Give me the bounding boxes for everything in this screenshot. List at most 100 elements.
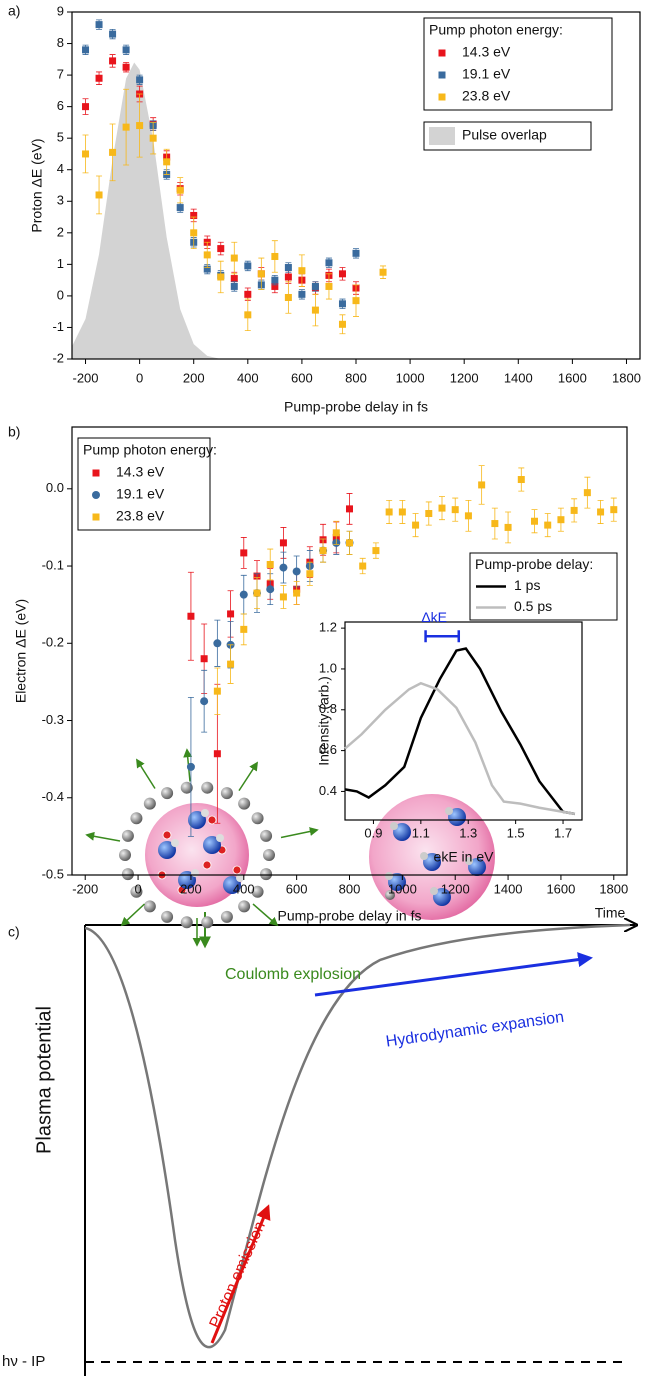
data-point bbox=[597, 508, 605, 516]
data-point bbox=[239, 590, 248, 599]
data-point bbox=[203, 251, 211, 259]
escape-arrow bbox=[280, 827, 319, 839]
molecule bbox=[188, 811, 206, 829]
x-tick-label: 1.7 bbox=[554, 825, 572, 840]
y-tick-label: 0.4 bbox=[319, 783, 337, 798]
x-tick-label: 400 bbox=[233, 881, 255, 896]
data-point bbox=[293, 589, 301, 597]
h-atom bbox=[236, 874, 244, 882]
y-tick-label: -0.4 bbox=[42, 789, 64, 804]
data-point bbox=[266, 585, 275, 594]
data-point bbox=[325, 282, 333, 290]
y-tick-label: 8 bbox=[57, 35, 64, 50]
data-point bbox=[359, 562, 367, 570]
h-atom bbox=[201, 809, 209, 817]
data-point bbox=[217, 273, 225, 281]
y-tick-label: 4 bbox=[57, 161, 64, 176]
h-atom bbox=[445, 807, 453, 815]
data-point bbox=[203, 265, 211, 273]
data-point bbox=[451, 506, 459, 514]
data-point bbox=[491, 520, 499, 528]
legend-label: Pulse overlap bbox=[462, 127, 547, 143]
data-point bbox=[517, 476, 525, 484]
y-tick-label: -0.1 bbox=[42, 557, 64, 572]
y-axis-label: Electron ΔE (eV) bbox=[13, 599, 29, 703]
electron bbox=[180, 781, 193, 794]
legend-label: 14.3 eV bbox=[116, 464, 165, 480]
x-tick-label: 800 bbox=[345, 370, 367, 385]
data-point bbox=[186, 762, 195, 771]
electron bbox=[263, 849, 275, 861]
electron bbox=[238, 797, 251, 810]
electron bbox=[180, 916, 193, 929]
h-atom bbox=[420, 852, 428, 860]
data-point bbox=[187, 612, 195, 620]
data-point bbox=[200, 697, 209, 706]
h-atom bbox=[216, 834, 224, 842]
x-tick-label: 0 bbox=[134, 881, 141, 896]
legend-title: Pump photon energy: bbox=[83, 442, 217, 458]
electron bbox=[385, 890, 395, 900]
electron bbox=[143, 797, 156, 810]
data-point bbox=[298, 290, 306, 298]
electron bbox=[201, 781, 214, 794]
legend-swatch bbox=[92, 513, 100, 521]
x-tick-label: 1000 bbox=[396, 370, 425, 385]
electron bbox=[251, 812, 264, 825]
legend-label: 19.1 eV bbox=[462, 66, 511, 82]
data-point bbox=[311, 282, 319, 290]
electron bbox=[119, 849, 131, 861]
y-tick-label: 0.8 bbox=[319, 701, 337, 716]
data-point bbox=[230, 275, 238, 283]
data-point bbox=[298, 267, 306, 275]
h-atom bbox=[465, 857, 473, 865]
y-tick-label: -2 bbox=[52, 350, 64, 365]
proton-arrow bbox=[210, 1204, 271, 1344]
electron bbox=[121, 868, 134, 881]
y-tick-label: 0 bbox=[57, 287, 64, 302]
data-point bbox=[109, 148, 117, 156]
data-point bbox=[544, 521, 552, 529]
panel-label: a) bbox=[8, 3, 20, 19]
data-point bbox=[253, 589, 261, 597]
data-point bbox=[346, 539, 353, 547]
electron bbox=[220, 787, 233, 800]
x-tick-label: 1.1 bbox=[412, 825, 430, 840]
data-point bbox=[570, 506, 578, 514]
y-tick-label: 0.0 bbox=[46, 480, 64, 495]
hydro-label: Hydrodynamic expansion bbox=[385, 1009, 565, 1051]
data-point bbox=[464, 512, 472, 520]
data-point bbox=[217, 245, 225, 253]
legend-swatch bbox=[92, 491, 100, 499]
escape-arrow bbox=[120, 903, 146, 927]
data-point bbox=[227, 660, 235, 668]
y-tick-label: 7 bbox=[57, 67, 64, 82]
electron bbox=[260, 829, 273, 842]
y-axis-label: Intensity (arb.) bbox=[316, 676, 332, 765]
data-point bbox=[82, 103, 90, 111]
y-tick-label: 1.0 bbox=[319, 660, 337, 675]
plot-frame bbox=[344, 621, 583, 821]
h-atom bbox=[385, 872, 393, 880]
electron bbox=[130, 812, 143, 825]
data-line bbox=[344, 681, 576, 816]
data-point bbox=[109, 30, 117, 38]
y-tick-label: 1.2 bbox=[319, 620, 337, 635]
data-point bbox=[372, 547, 380, 555]
data-point bbox=[213, 687, 221, 695]
data-point bbox=[244, 311, 252, 319]
data-point bbox=[230, 254, 238, 262]
cluster-sphere bbox=[145, 803, 249, 907]
data-point bbox=[244, 290, 252, 298]
ion bbox=[162, 830, 172, 840]
data-point bbox=[352, 297, 360, 305]
data-point bbox=[292, 567, 301, 576]
data-point bbox=[200, 655, 208, 663]
electron bbox=[260, 868, 273, 881]
time-label: Time bbox=[595, 905, 626, 921]
data-point bbox=[398, 508, 406, 516]
data-point bbox=[332, 529, 340, 537]
y-tick-label: -0.2 bbox=[42, 635, 64, 650]
x-tick-label: 600 bbox=[291, 370, 313, 385]
escape-arrow bbox=[238, 761, 258, 792]
